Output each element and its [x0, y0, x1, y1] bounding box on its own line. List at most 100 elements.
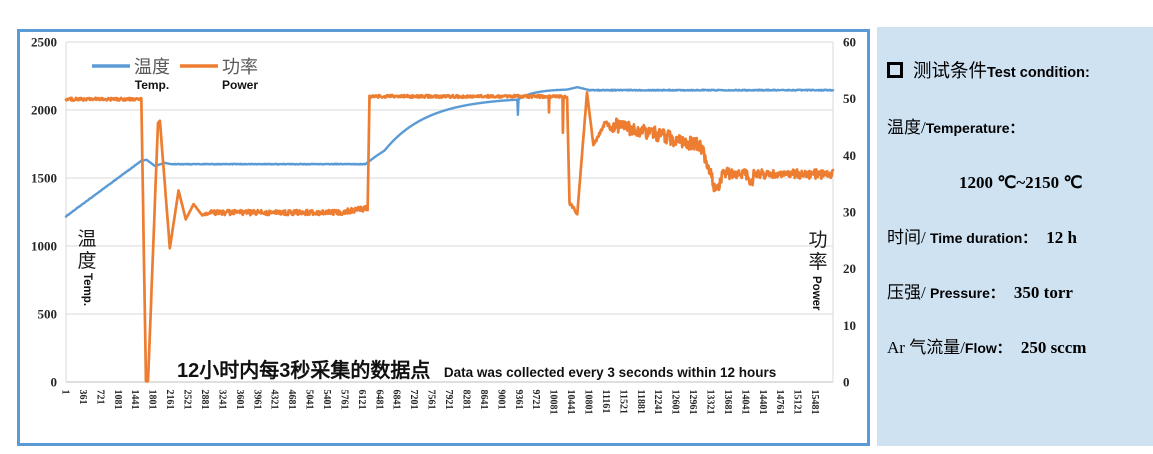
- y-right-tick-label: 50: [843, 91, 856, 106]
- x-tick-label: 15481: [809, 390, 820, 415]
- y-right-tick-label: 40: [843, 148, 856, 163]
- y-left-title-en: Temp.: [81, 273, 93, 306]
- x-tick-label: 9361: [513, 390, 524, 410]
- panel-title-cn: 测试条件: [913, 62, 988, 82]
- legend-temperature-label-en: Temp.: [135, 78, 169, 92]
- temperature-label-cn: 温度/: [887, 118, 926, 137]
- x-tick-label: 12601: [670, 390, 681, 415]
- x-tick-label: 12961: [687, 390, 698, 415]
- x-tick-label: 7921: [443, 390, 454, 410]
- temperature-range-value: 1200 ℃~2150 ℃: [959, 173, 1083, 192]
- x-tick-label: 6841: [391, 390, 402, 410]
- y-right-tick-label: 0: [843, 375, 850, 390]
- x-tick-label: 721: [94, 390, 105, 405]
- x-tick-label: 8641: [478, 390, 489, 410]
- legend-temperature-label-cn: 温度: [134, 57, 170, 77]
- x-tick-label: 9721: [530, 390, 541, 410]
- sampling-annotation: 12小时内每3秒采集的数据点 Data was collected every …: [177, 358, 776, 382]
- x-tick-label: 1441: [129, 390, 140, 410]
- condition-time-duration: 时间/ Time duration： 12 h: [887, 226, 1149, 250]
- pressure-label-cn: 压强/: [887, 283, 930, 302]
- x-tick-label: 14401: [757, 390, 768, 415]
- condition-ar-flow: Ar 气流量/Flow： 250 sccm: [887, 336, 1149, 360]
- time-label-en: Time duration：: [929, 230, 1037, 246]
- x-tick-label: 10081: [548, 390, 559, 415]
- x-tick-label: 3601: [234, 390, 245, 410]
- temperature-label-en: Temperature：: [925, 120, 1024, 136]
- x-tick-label: 2161: [164, 390, 175, 410]
- x-tick-label: 13321: [705, 390, 716, 415]
- x-tick-label: 1: [60, 390, 71, 395]
- y-right-axis-title: 功 率 Power: [808, 229, 827, 311]
- condition-temperature-label: 温度/Temperature：: [887, 116, 1149, 140]
- x-tick-label: 11161: [600, 390, 611, 414]
- time-value: 12 h: [1046, 228, 1078, 247]
- x-tick-label: 10441: [565, 390, 576, 415]
- flow-label-cn: Ar 气流量/: [887, 338, 965, 357]
- chart-frame: [17, 29, 870, 446]
- legend-power-label-en: Power: [222, 78, 258, 92]
- y-right-tick-label: 30: [843, 205, 856, 220]
- square-bullet-icon: [887, 62, 903, 78]
- x-tick-label: 361: [77, 390, 88, 405]
- y-right-title-char-1: 功: [808, 229, 827, 251]
- test-condition-panel: 测试条件Test condition: 温度/Temperature： 1200…: [877, 27, 1153, 446]
- legend: 温度 Temp. 功率 Power: [92, 57, 258, 92]
- series-lines: [64, 85, 835, 383]
- x-tick-label: 2881: [199, 390, 210, 410]
- x-tick-label: 14041: [739, 390, 750, 415]
- gridlines: [65, 41, 834, 383]
- x-tick-label: 1081: [112, 390, 123, 410]
- condition-temperature-range: 1200 ℃~2150 ℃: [887, 171, 1149, 195]
- x-tick-label: 6121: [356, 390, 367, 410]
- x-tick-label: 5401: [321, 390, 332, 410]
- x-tick-label: 1801: [147, 390, 158, 410]
- x-tick-label: 8281: [461, 390, 472, 410]
- x-tick-label: 15121: [792, 390, 803, 415]
- x-tick-label: 7561: [426, 390, 437, 410]
- flow-label-en: Flow：: [964, 340, 1011, 356]
- y-left-tick-label: 1000: [31, 239, 57, 254]
- temperature-series-line: [64, 85, 835, 218]
- pressure-value: 350 torr: [1013, 283, 1073, 302]
- x-tick-label: 4321: [269, 390, 280, 410]
- x-tick-label: 3241: [216, 390, 227, 410]
- y-left-tick-label: 1500: [31, 171, 57, 186]
- y-left-axis-title: 温 度 Temp.: [77, 228, 96, 306]
- x-tick-label: 12241: [652, 390, 663, 415]
- x-tick-label: 11881: [635, 390, 646, 414]
- x-tick-label: 4681: [286, 390, 297, 410]
- x-tick-label: 3961: [251, 390, 262, 410]
- y-left-title-char-1: 温: [77, 228, 96, 250]
- flow-value: 250 sccm: [1020, 338, 1087, 357]
- x-tick-label: 10801: [583, 390, 594, 415]
- legend-power-label-cn: 功率: [222, 57, 258, 77]
- x-tick-label: 2521: [182, 390, 193, 410]
- y-right-tick-label: 10: [843, 318, 856, 333]
- y-left-tick-label: 0: [51, 375, 58, 390]
- x-tick-label: 11521: [617, 390, 628, 414]
- x-tick-label: 6481: [373, 390, 384, 410]
- y-left-tick-label: 2500: [31, 35, 57, 50]
- x-tick-label: 14761: [774, 390, 785, 415]
- y-right-title-char-2: 率: [808, 251, 827, 273]
- x-tick-label: 5041: [304, 390, 315, 410]
- y-left-title-char-2: 度: [77, 250, 96, 272]
- y-right-tick-label: 20: [843, 261, 856, 276]
- x-tick-label: 7201: [408, 390, 419, 410]
- sampling-annotation-cn: 12小时内每3秒采集的数据点: [177, 358, 430, 382]
- y-right-tick-label: 60: [843, 35, 856, 50]
- x-tick-label: 9001: [495, 390, 506, 410]
- y-left-tick-label: 2000: [31, 103, 57, 118]
- panel-title-row: 测试条件Test condition:: [887, 61, 1149, 85]
- condition-pressure: 压强/ Pressure： 350 torr: [887, 281, 1149, 305]
- x-tick-label: 5761: [338, 390, 349, 410]
- time-label-cn: 时间/: [887, 228, 930, 247]
- sampling-annotation-en: Data was collected every 3 seconds withi…: [444, 365, 776, 380]
- power-series-line: [64, 91, 835, 383]
- pressure-label-en: Pressure：: [929, 285, 1004, 301]
- panel-title-en: Test condition:: [987, 65, 1090, 81]
- y-left-tick-label: 500: [38, 307, 58, 322]
